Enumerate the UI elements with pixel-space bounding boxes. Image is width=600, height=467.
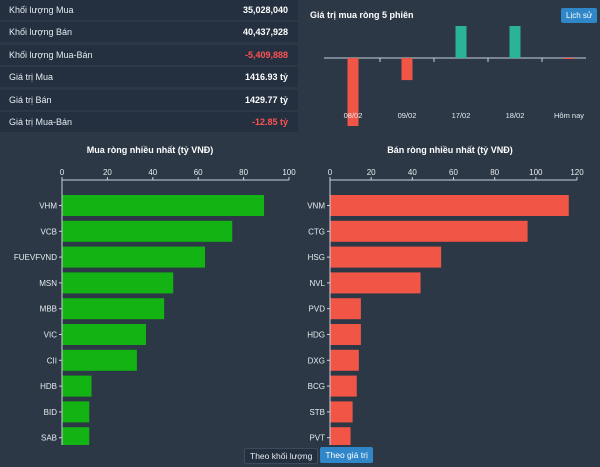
mini-chart-title: Giá trị mua ròng 5 phiên [310,10,414,20]
category-label: VHM [39,202,57,211]
net-buy-5-sessions-chart: 08/02 09/02 17/02 18/02 Hôm nay [324,26,586,126]
session-bar [455,26,467,58]
bar [330,401,353,423]
session-label: Hôm nay [554,111,584,120]
session-label: 08/02 [344,111,363,120]
bar [330,427,351,445]
bar [62,427,90,445]
x-tick-label: 0 [328,168,333,177]
category-label: PVD [309,305,326,314]
bar [62,375,92,397]
stat-row: Giá trị Mua-Bán -12.85 tỷ [0,111,298,132]
x-tick-label: 0 [60,168,65,177]
stat-value: 35,028,040 [242,5,288,15]
category-label: VCB [41,227,57,236]
bar [62,401,90,423]
x-tick-label: 60 [449,168,458,177]
bar [62,272,174,294]
top-net-sell-panel: Bán ròng nhiều nhất (tỷ VNĐ) 0 20 40 60 80 10… [300,135,600,445]
bar [62,195,265,216]
by-volume-button[interactable]: Theo khối lượng [244,448,319,464]
by-value-button[interactable]: Theo giá trị [320,447,373,463]
session-bar [347,58,359,126]
bar [62,324,146,345]
top-net-buy-title: Mua ròng nhiều nhất (tỷ VNĐ) [86,145,214,155]
stat-row: Giá trị Bán 1429.77 tỷ [0,89,298,110]
category-label: CII [47,356,57,365]
x-tick-label: 100 [282,168,296,177]
category-label: CTG [308,227,325,236]
stat-row: Khối lượng Bán 40,437,928 [0,22,298,43]
bar [330,220,528,242]
category-label: BID [44,408,58,417]
history-button[interactable]: Lịch sử [561,8,598,23]
session-label: 09/02 [398,111,417,120]
bar [330,246,442,268]
category-label: VIC [44,331,58,340]
category-label: MBB [40,305,57,314]
category-label: FUEVFVND [14,253,57,262]
category-label: STB [309,408,325,417]
stat-label: Giá trị Bán [9,94,52,105]
category-label: NVL [309,279,325,288]
x-tick-label: 120 [570,168,584,177]
stat-value: -12.85 tỷ [251,116,288,127]
x-tick-label: 40 [148,168,157,177]
stats-table: Khối lượng Mua 35,028,040 Khối lượng Bán 40… [0,0,298,134]
stat-value: 1416.93 tỷ [244,72,288,83]
bar [330,349,359,371]
top-net-buy-chart: 0 20 40 60 80 100 VHM VCB FUEVFVND MSN MBB VIC CII HD… [14,168,296,445]
bar [330,195,569,216]
category-label: VNM [307,202,325,211]
category-label: HDG [307,331,325,340]
bar [62,298,165,320]
session-bar [509,26,521,58]
top-net-sell-chart: 0 20 40 60 80 100 120 VNM CTG HSG NVL PVD HDG DXG BCG S… [307,168,584,445]
x-tick-label: 100 [529,168,543,177]
category-label: SAB [41,434,57,443]
session-bar [563,58,575,59]
top-net-buy-panel: Mua ròng nhiều nhất (tỷ VNĐ) 0 20 40 60 80 10… [0,135,300,445]
x-tick-label: 80 [239,168,248,177]
stat-label: Khối lượng Bán [9,27,72,38]
bar [330,298,361,320]
session-bar [401,58,413,81]
bar [330,324,361,345]
x-tick-label: 40 [408,168,417,177]
bar [62,246,206,268]
x-tick-label: 20 [103,168,112,177]
category-label: MSN [39,279,57,288]
view-toggle: Theo khối lượng Theo giá trị [244,447,373,464]
category-label: PVT [309,434,325,443]
session-label: 17/02 [452,111,471,120]
category-label: DXG [308,356,325,365]
bar [330,375,357,397]
stat-label: Khối lượng Mua [9,5,74,15]
bar [62,220,233,242]
stat-label: Giá trị Mua [9,72,54,83]
category-label: HSG [308,253,325,262]
category-label: BCG [308,382,325,391]
session-label: 18/02 [506,111,525,120]
stat-row: Giá trị Mua 1416.93 tỷ [0,67,298,88]
stat-value: 1429.77 tỷ [244,94,288,105]
stat-value: 40,437,928 [242,27,288,38]
stat-value: -5,409,888 [244,49,288,60]
stat-label: Khối lượng Mua-Bán [9,49,93,60]
stat-label: Giá trị Mua-Bán [9,116,73,127]
x-tick-label: 80 [490,168,499,177]
top-net-sell-title: Bán ròng nhiều nhất (tỷ VNĐ) [387,145,513,155]
bar [330,272,421,294]
stat-row: Khối lượng Mua 35,028,040 [0,0,298,20]
x-tick-label: 60 [194,168,203,177]
x-tick-label: 20 [367,168,376,177]
category-label: HDB [40,382,57,391]
bar [62,349,137,371]
stat-row: Khối lượng Mua-Bán -5,409,888 [0,44,298,65]
